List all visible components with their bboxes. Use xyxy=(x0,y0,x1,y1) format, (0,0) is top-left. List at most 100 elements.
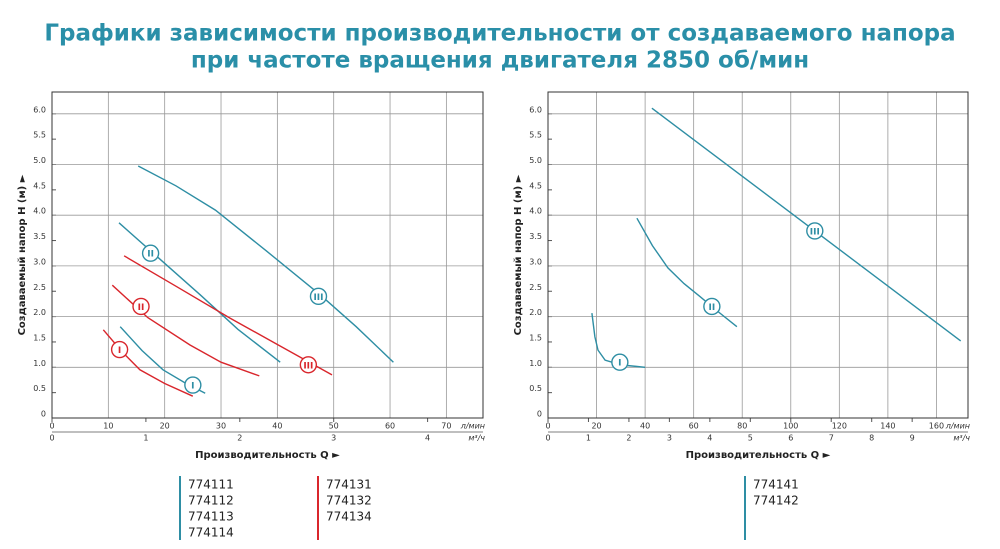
x2-tick-label: 8 xyxy=(869,434,874,443)
x2-unit: м³/ч xyxy=(468,434,485,443)
y-tick-label: 2.5 xyxy=(529,283,542,292)
legend-item: 774141 xyxy=(753,478,799,492)
legend-item: 774131 xyxy=(326,478,372,492)
y-tick-label: 1.5 xyxy=(33,333,46,342)
curve-marker-label: I xyxy=(618,359,621,369)
curve-marker-label: III xyxy=(303,361,313,371)
x2-tick-label: 1 xyxy=(586,434,591,443)
x2-tick-label: 2 xyxy=(626,434,631,443)
x-tick-label: 160 xyxy=(929,422,944,431)
x-tick-label: 80 xyxy=(737,422,747,431)
y-tick-label: 6.0 xyxy=(33,105,46,114)
x2-tick-label: 9 xyxy=(910,434,915,443)
y-tick-label: 1.5 xyxy=(529,333,542,342)
curve-marker-label: II xyxy=(709,303,716,313)
x2-tick-label: 4 xyxy=(707,434,712,443)
curve xyxy=(636,217,738,328)
curve xyxy=(102,329,194,397)
x-unit: л/мин xyxy=(460,422,485,431)
x2-tick-label: 7 xyxy=(829,434,834,443)
y-tick-label: 4.0 xyxy=(33,207,46,216)
x-tick-label: 40 xyxy=(640,422,650,431)
x-tick-label: 20 xyxy=(160,422,170,431)
x-tick-label: 60 xyxy=(385,422,395,431)
x-axis-title: Производительность Q ► xyxy=(195,450,340,461)
x2-unit: м³/ч xyxy=(953,434,970,443)
x2-tick-label: 1 xyxy=(143,434,148,443)
x-tick-label: 120 xyxy=(832,422,847,431)
legend-item: 774142 xyxy=(753,494,799,508)
title-line: Графики зависимости производительности о… xyxy=(44,21,955,47)
x2-tick-label: 6 xyxy=(788,434,793,443)
curve xyxy=(137,165,394,363)
curve-marker xyxy=(132,297,150,316)
y-tick-label: 3.0 xyxy=(529,257,542,266)
y-tick-label: 0.5 xyxy=(529,384,542,393)
curve-marker xyxy=(703,297,721,316)
curve-marker xyxy=(611,353,629,371)
y-tick-label: 0 xyxy=(41,410,46,419)
curve xyxy=(651,107,962,342)
legend-item: 774114 xyxy=(188,526,234,540)
x2-tick-label: 5 xyxy=(748,434,753,443)
x-tick-label: 100 xyxy=(783,422,798,431)
y-tick-label: 5.0 xyxy=(529,156,542,165)
y-tick-label: 2.5 xyxy=(33,283,46,292)
legend-item: 774111 xyxy=(188,478,234,492)
x-axis-title: Производительность Q ► xyxy=(686,450,831,461)
plot-frame xyxy=(51,91,484,419)
legend-item: 774113 xyxy=(188,510,234,524)
legend-item: 774112 xyxy=(188,494,234,508)
y-axis-title: Создаваемый напор H (м) ► xyxy=(513,174,524,335)
y-axis-title: Создаваемый напор H (м) ► xyxy=(17,174,28,335)
x-tick-label: 0 xyxy=(545,422,550,431)
x-tick-label: 70 xyxy=(441,422,451,431)
y-tick-label: 3.5 xyxy=(529,232,542,241)
x-tick-label: 60 xyxy=(689,422,699,431)
curve-marker xyxy=(110,340,129,359)
title-line: при частоте вращения двигателя 2850 об/м… xyxy=(191,48,809,74)
curve-marker xyxy=(806,222,824,240)
x-tick-label: 30 xyxy=(216,422,226,431)
curve-marker-label: II xyxy=(138,303,145,313)
curve-marker-label: I xyxy=(118,346,121,356)
curve-marker xyxy=(184,376,202,394)
y-tick-label: 0.5 xyxy=(33,384,46,393)
x2-tick-label: 3 xyxy=(667,434,672,443)
curve-marker xyxy=(309,287,328,306)
x-unit: л/мин xyxy=(945,422,970,431)
y-tick-label: 2.0 xyxy=(33,308,46,317)
curve-marker-label: III xyxy=(313,293,323,303)
x2-tick-label: 0 xyxy=(49,434,54,443)
curve xyxy=(118,222,281,363)
y-tick-label: 0 xyxy=(537,410,542,419)
curve-marker-label: II xyxy=(147,250,154,260)
y-tick-label: 4.0 xyxy=(529,207,542,216)
y-tick-label: 1.0 xyxy=(33,359,46,368)
curve xyxy=(111,284,260,377)
legend-item: 774134 xyxy=(326,510,372,524)
y-tick-label: 4.5 xyxy=(529,181,542,190)
y-tick-label: 5.5 xyxy=(33,131,46,140)
plot-frame xyxy=(547,91,969,419)
curve-marker-label: I xyxy=(191,382,194,392)
y-tick-label: 6.0 xyxy=(529,105,542,114)
curve-marker xyxy=(141,244,160,262)
y-tick-label: 5.0 xyxy=(33,156,46,165)
x2-tick-label: 3 xyxy=(331,434,336,443)
x-tick-label: 40 xyxy=(272,422,282,431)
y-tick-label: 4.5 xyxy=(33,181,46,190)
y-tick-label: 3.5 xyxy=(33,232,46,241)
x2-tick-label: 4 xyxy=(425,434,430,443)
x2-tick-label: 2 xyxy=(237,434,242,443)
x-tick-label: 0 xyxy=(49,422,54,431)
y-tick-label: 2.0 xyxy=(529,308,542,317)
x-tick-label: 20 xyxy=(591,422,601,431)
y-tick-label: 1.0 xyxy=(529,359,542,368)
legend-item: 774132 xyxy=(326,494,372,508)
x2-tick-label: 0 xyxy=(545,434,550,443)
x-tick-label: 140 xyxy=(880,422,895,431)
curve-marker-label: III xyxy=(810,227,820,237)
y-tick-label: 5.5 xyxy=(529,131,542,140)
